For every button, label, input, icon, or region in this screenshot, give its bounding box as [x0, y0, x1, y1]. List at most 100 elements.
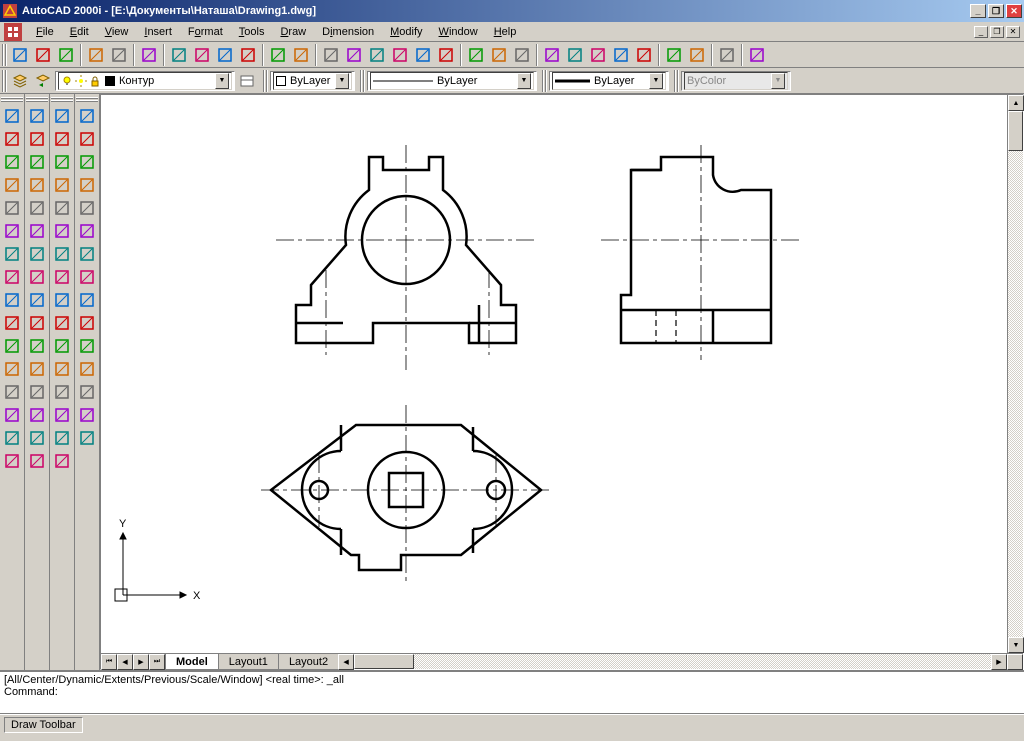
menu-help[interactable]: Help [486, 24, 525, 40]
layer-prev-icon[interactable] [32, 70, 54, 92]
close-button[interactable]: ✕ [1006, 4, 1022, 18]
dbconnect-icon[interactable] [686, 44, 708, 66]
tangent-icon[interactable] [76, 266, 98, 288]
mdi-close-button[interactable]: ✕ [1006, 26, 1020, 38]
toolbar-handle[interactable] [360, 70, 366, 92]
polyline-icon[interactable] [1, 151, 23, 173]
layers-icon[interactable] [9, 70, 31, 92]
ellipse-arc-icon[interactable] [1, 312, 23, 334]
copy-icon[interactable] [51, 128, 73, 150]
menu-insert[interactable]: Insert [136, 24, 180, 40]
nearest-icon[interactable] [76, 381, 98, 403]
wheel-icon[interactable] [633, 44, 655, 66]
zoom-prev-icon[interactable] [610, 44, 632, 66]
tab-nav-last[interactable]: ⏭ [149, 654, 165, 670]
color6-icon[interactable] [435, 44, 457, 66]
tab-layout2[interactable]: Layout2 [278, 654, 339, 670]
none-icon[interactable] [76, 404, 98, 426]
minimize-button[interactable]: _ [970, 4, 986, 18]
ray-icon[interactable] [26, 128, 48, 150]
perpendicular-icon[interactable] [76, 289, 98, 311]
toolbar-handle[interactable] [76, 96, 98, 102]
toolbar-handle[interactable] [263, 70, 269, 92]
wipeout-icon[interactable] [26, 266, 48, 288]
intersection-icon[interactable] [76, 151, 98, 173]
boundary-icon[interactable] [26, 243, 48, 265]
break-icon[interactable] [51, 358, 73, 380]
massprop-icon[interactable] [511, 44, 533, 66]
tab-model[interactable]: Model [165, 654, 219, 670]
polygon-icon[interactable] [1, 174, 23, 196]
midpoint-icon[interactable] [76, 128, 98, 150]
preview-icon[interactable] [108, 44, 130, 66]
3dpoly-icon[interactable] [26, 174, 48, 196]
parallel-icon[interactable] [76, 312, 98, 334]
magnet-icon[interactable] [51, 450, 73, 472]
paste-icon[interactable] [214, 44, 236, 66]
arc-icon[interactable] [1, 220, 23, 242]
toolbar-handle[interactable] [2, 70, 8, 92]
mtext-icon[interactable] [1, 450, 23, 472]
offset-icon[interactable] [51, 174, 73, 196]
circle-icon[interactable] [1, 243, 23, 265]
menu-file[interactable]: File [28, 24, 62, 40]
tab-nav-prev[interactable]: ◀ [117, 654, 133, 670]
scale-icon[interactable] [51, 266, 73, 288]
props-icon[interactable] [663, 44, 685, 66]
help-icon[interactable] [716, 44, 738, 66]
array-icon[interactable] [51, 197, 73, 219]
erase-icon[interactable] [51, 105, 73, 127]
layer-states-icon[interactable] [236, 70, 258, 92]
snap-icon[interactable] [26, 450, 48, 472]
cut-icon[interactable] [168, 44, 190, 66]
menu-modify[interactable]: Modify [382, 24, 430, 40]
circ3-icon[interactable] [26, 427, 48, 449]
insert-icon[interactable] [76, 358, 98, 380]
block-icon[interactable] [1, 335, 23, 357]
osnap-settings-icon[interactable] [76, 427, 98, 449]
copy-icon[interactable] [191, 44, 213, 66]
revcloud-icon[interactable] [26, 220, 48, 242]
line-icon[interactable] [1, 105, 23, 127]
arc3-icon[interactable] [26, 358, 48, 380]
toolbar-handle[interactable] [2, 44, 8, 66]
scroll-up-button[interactable]: ▲ [1008, 95, 1024, 111]
gradient-icon[interactable] [26, 312, 48, 334]
tab-nav-first[interactable]: ⏮ [101, 654, 117, 670]
undo-icon[interactable] [267, 44, 289, 66]
color-dropdown[interactable]: ByLayer▼ [270, 71, 355, 91]
endpoint-icon[interactable] [76, 105, 98, 127]
rectangle-icon[interactable] [1, 197, 23, 219]
zoom-win-icon[interactable] [587, 44, 609, 66]
scroll-right-button[interactable]: ▶ [991, 654, 1007, 670]
new-icon[interactable] [9, 44, 31, 66]
color3-icon[interactable] [366, 44, 388, 66]
rotate-icon[interactable] [51, 243, 73, 265]
mline-icon[interactable] [26, 151, 48, 173]
mdi-minimize-button[interactable]: _ [974, 26, 988, 38]
layer-dropdown[interactable]: Контур ▼ [55, 71, 235, 91]
color4-icon[interactable] [389, 44, 411, 66]
lineweight-dropdown[interactable]: ByLayer▼ [549, 71, 669, 91]
apparent-icon[interactable] [76, 174, 98, 196]
toolbar-handle[interactable] [674, 70, 680, 92]
print-icon[interactable] [85, 44, 107, 66]
construction-line-icon[interactable] [1, 128, 23, 150]
tab-nav-next[interactable]: ▶ [133, 654, 149, 670]
trim-icon[interactable] [51, 312, 73, 334]
color5-icon[interactable] [412, 44, 434, 66]
toolbar-handle[interactable] [26, 96, 48, 102]
move-icon[interactable] [51, 220, 73, 242]
open-icon[interactable] [32, 44, 54, 66]
color2-icon[interactable] [343, 44, 365, 66]
region-icon[interactable] [1, 404, 23, 426]
spell-icon[interactable] [138, 44, 160, 66]
mirror-icon[interactable] [51, 151, 73, 173]
save-icon[interactable] [55, 44, 77, 66]
size-grip[interactable] [1007, 654, 1023, 670]
arc2-icon[interactable] [26, 335, 48, 357]
command-window[interactable]: [All/Center/Dynamic/Extents/Previous/Sca… [0, 670, 1024, 714]
matchprop-icon[interactable] [237, 44, 259, 66]
extend-icon[interactable] [51, 335, 73, 357]
zoom-icon[interactable] [564, 44, 586, 66]
